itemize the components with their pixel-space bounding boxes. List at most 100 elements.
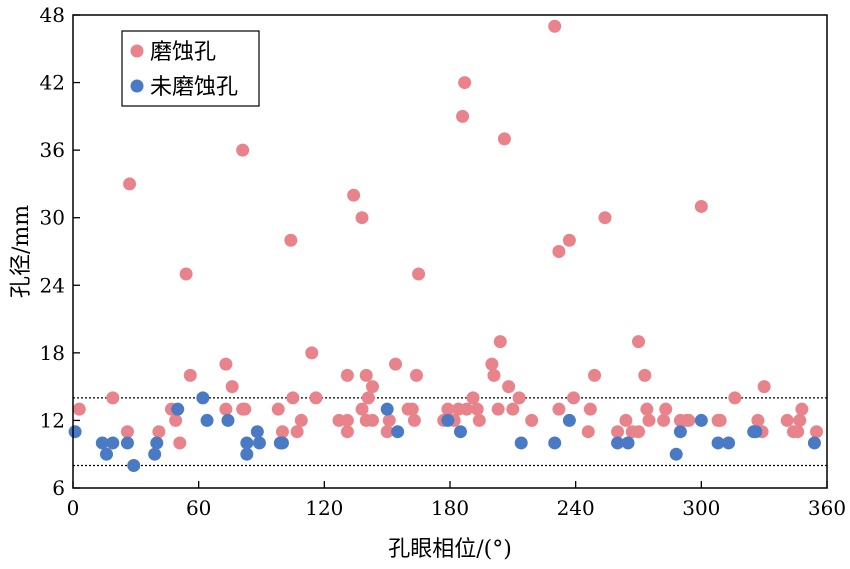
eroded-hole-point [305,346,319,360]
eroded-hole-point [347,188,361,202]
non-eroded-hole-point [148,447,162,461]
eroded-hole-point [284,233,298,247]
eroded-hole-point [581,425,595,439]
non-eroded-hole-point [196,391,210,405]
eroded-hole-point [179,267,193,281]
non-eroded-hole-point [171,402,185,416]
non-eroded-hole-point [669,447,683,461]
eroded-hole-point [309,391,323,405]
non-eroded-hole-point [275,436,289,450]
eroded-hole-point [382,413,396,427]
eroded-hole-point [694,199,708,213]
y-tick-label: 6 [52,476,65,500]
eroded-hole-point [632,425,645,439]
non-eroded-hole-point [391,425,405,439]
eroded-hole-point [638,368,652,382]
non-eroded-hole-point [240,447,254,461]
eroded-hole-point [466,391,480,405]
eroded-hole-point [472,413,486,427]
x-tick-label: 240 [557,496,595,520]
eroded-hole-point [793,413,807,427]
eroded-hole-point [225,380,239,394]
non-eroded-hole-point [106,436,120,450]
eroded-hole-point [286,391,300,405]
y-tick-label: 18 [40,341,65,365]
x-tick-label: 300 [682,496,720,520]
eroded-hole-point [493,335,507,349]
eroded-hole-point [294,413,308,427]
eroded-hole-point [713,413,727,427]
data-points [68,19,824,472]
eroded-hole-point [757,380,771,394]
x-tick-label: 120 [305,496,343,520]
eroded-hole-point [380,425,394,439]
eroded-hole-point [611,425,625,439]
non-eroded-hole-point [749,425,763,439]
eroded-hole-point [441,402,455,416]
eroded-hole-point [361,391,375,405]
eroded-hole-point [497,132,511,146]
eroded-hole-point [525,413,539,427]
eroded-hole-point [389,357,403,371]
eroded-hole-point [751,413,765,427]
eroded-hole-point [355,402,369,416]
legend-marker-eroded [130,44,144,58]
tick-labels: 0 60 120 180 240 300 360 6 12 18 24 30 36 42 48 [40,3,847,520]
eroded-hole-point [512,391,526,405]
eroded-hole-point [238,402,252,416]
eroded-hole-point [340,425,354,439]
eroded-hole-point [506,402,520,416]
legend-label-non-eroded: 未磨蚀孔 [150,75,238,100]
non-eroded-hole-point [548,436,562,450]
eroded-hole-point [407,413,421,427]
eroded-hole-point [562,233,576,247]
eroded-hole-point [412,267,426,281]
non-eroded-hole-point [100,447,114,461]
eroded-hole-point [491,402,505,416]
y-tick-label: 30 [40,206,65,230]
eroded-hole-point [271,402,285,416]
eroded-hole-point [552,245,566,258]
eroded-hole-point [657,413,671,427]
non-eroded-hole-point [221,413,235,427]
eroded-hole-point [487,368,501,382]
eroded-hole-point [290,425,304,439]
legend: 磨蚀孔 未磨蚀孔 [121,30,260,107]
non-eroded-hole-point [694,413,708,427]
eroded-hole-point [219,357,233,371]
eroded-hole-point [409,368,423,382]
y-tick-label: 24 [40,273,65,297]
legend-marker-non-eroded [130,79,144,93]
non-eroded-hole-point [441,413,455,427]
non-eroded-hole-point [95,436,109,450]
eroded-hole-point [123,177,137,191]
non-eroded-hole-point [127,458,141,472]
eroded-hole-point [659,402,673,416]
eroded-hole-point [567,391,581,405]
eroded-hole-point [780,413,794,427]
eroded-hole-point [810,425,824,439]
eroded-hole-point [619,413,633,427]
x-tick-label: 180 [431,496,469,520]
eroded-hole-point [219,402,233,416]
eroded-hole-point [275,425,289,439]
eroded-hole-point [548,19,562,33]
non-eroded-hole-point [68,425,82,439]
axis-ticks [72,14,828,489]
eroded-hole-point [795,402,809,416]
eroded-hole-point [152,425,166,439]
y-tick-label: 48 [40,3,65,27]
y-tick-label: 42 [40,71,65,95]
eroded-hole-point [640,402,654,416]
eroded-hole-point [405,402,419,416]
eroded-hole-point [642,413,656,427]
eroded-hole-point [183,368,197,382]
non-eroded-hole-point [722,436,736,450]
eroded-hole-point [359,368,373,382]
non-eroded-hole-point [200,413,214,427]
non-eroded-hole-point [240,436,254,450]
eroded-hole-point [366,380,380,394]
non-eroded-hole-point [453,425,467,439]
eroded-hole-point [728,391,742,405]
